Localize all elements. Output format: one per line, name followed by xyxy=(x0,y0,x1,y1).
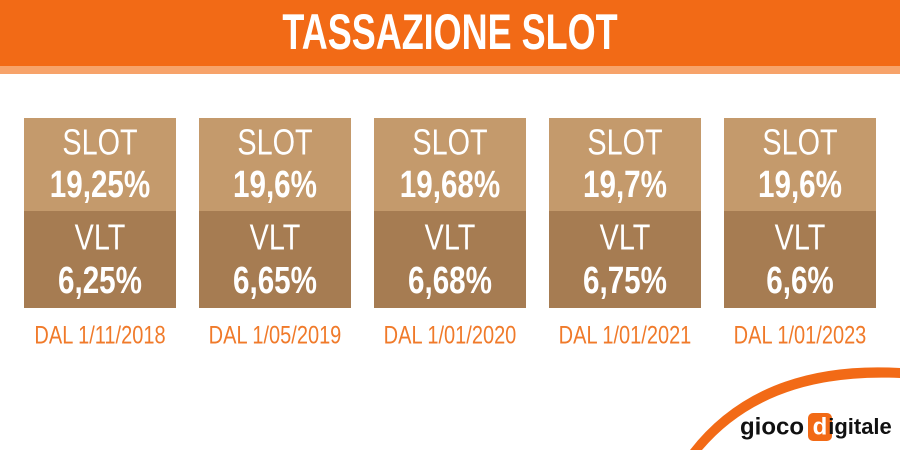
vlt-value: 6,65% xyxy=(233,260,317,302)
slot-panel xyxy=(199,118,351,211)
vlt-value-group: 6,68% xyxy=(408,260,492,302)
vlt-label: VLT xyxy=(250,216,301,257)
vlt-label: VLT xyxy=(600,216,651,257)
vlt-label-group: VLT xyxy=(425,216,476,257)
vlt-label-group: VLT xyxy=(250,216,301,257)
slot-value-group: 19,6% xyxy=(233,164,317,206)
vlt-value: 6,6% xyxy=(766,260,834,302)
slot-label: SLOT xyxy=(237,121,312,162)
vlt-value: 6,75% xyxy=(583,260,667,302)
slot-value-group: 19,6% xyxy=(758,164,842,206)
header-banner xyxy=(0,0,900,66)
slot-value: 19,6% xyxy=(233,164,317,206)
title-group: TASSAZIONE SLOT xyxy=(282,6,618,61)
logo-igitale: igitale xyxy=(828,414,892,439)
vlt-value: 6,68% xyxy=(408,260,492,302)
vlt-panel xyxy=(24,211,176,308)
date-group: DAL 1/01/2023 xyxy=(734,322,867,350)
vlt-label: VLT xyxy=(425,216,476,257)
title: TASSAZIONE SLOT xyxy=(282,6,618,61)
vlt-panel xyxy=(374,211,526,308)
vlt-label: VLT xyxy=(75,216,126,257)
slot-value: 19,25% xyxy=(50,164,150,206)
date: DAL 1/05/2019 xyxy=(209,322,342,350)
header-stripe xyxy=(0,66,900,74)
slot-panel xyxy=(374,118,526,211)
vlt-panel xyxy=(199,211,351,308)
slot-label: SLOT xyxy=(62,121,137,162)
slot-label: SLOT xyxy=(587,121,662,162)
slot-label-group: SLOT xyxy=(762,121,837,162)
vlt-value-group: 6,25% xyxy=(58,260,142,302)
slot-panel xyxy=(724,118,876,211)
slot-label-group: SLOT xyxy=(412,121,487,162)
slot-label-group: SLOT xyxy=(587,121,662,162)
vlt-value-group: 6,6% xyxy=(766,260,834,302)
date: DAL 1/11/2018 xyxy=(34,322,165,350)
date: DAL 1/01/2020 xyxy=(384,322,517,350)
date-group: DAL 1/01/2021 xyxy=(559,322,692,350)
date: DAL 1/01/2023 xyxy=(734,322,867,350)
vlt-value-group: 6,65% xyxy=(233,260,317,302)
vlt-value: 6,25% xyxy=(58,260,142,302)
slot-panel xyxy=(24,118,176,211)
vlt-label-group: VLT xyxy=(75,216,126,257)
date-group: DAL 1/01/2020 xyxy=(384,322,517,350)
logo-arc xyxy=(690,367,900,450)
logo-d: d xyxy=(813,413,828,440)
slot-label: SLOT xyxy=(762,121,837,162)
slot-value: 19,68% xyxy=(400,164,500,206)
slot-value-group: 19,7% xyxy=(583,164,667,206)
slot-label: SLOT xyxy=(412,121,487,162)
date: DAL 1/01/2021 xyxy=(559,322,692,350)
vlt-panel xyxy=(724,211,876,308)
slot-value: 19,7% xyxy=(583,164,667,206)
date-group: DAL 1/11/2018 xyxy=(34,322,165,350)
vlt-label: VLT xyxy=(775,216,826,257)
slot-panel xyxy=(549,118,701,211)
slot-value-group: 19,25% xyxy=(50,164,150,206)
logo-d-box xyxy=(808,413,832,441)
date-group: DAL 1/05/2019 xyxy=(209,322,342,350)
vlt-label-group: VLT xyxy=(600,216,651,257)
logo-gioco: gioco xyxy=(740,413,804,440)
slot-label-group: SLOT xyxy=(62,121,137,162)
vlt-value-group: 6,75% xyxy=(583,260,667,302)
vlt-panel xyxy=(549,211,701,308)
vlt-label-group: VLT xyxy=(775,216,826,257)
slot-value-group: 19,68% xyxy=(400,164,500,206)
slot-label-group: SLOT xyxy=(237,121,312,162)
slot-value: 19,6% xyxy=(758,164,842,206)
